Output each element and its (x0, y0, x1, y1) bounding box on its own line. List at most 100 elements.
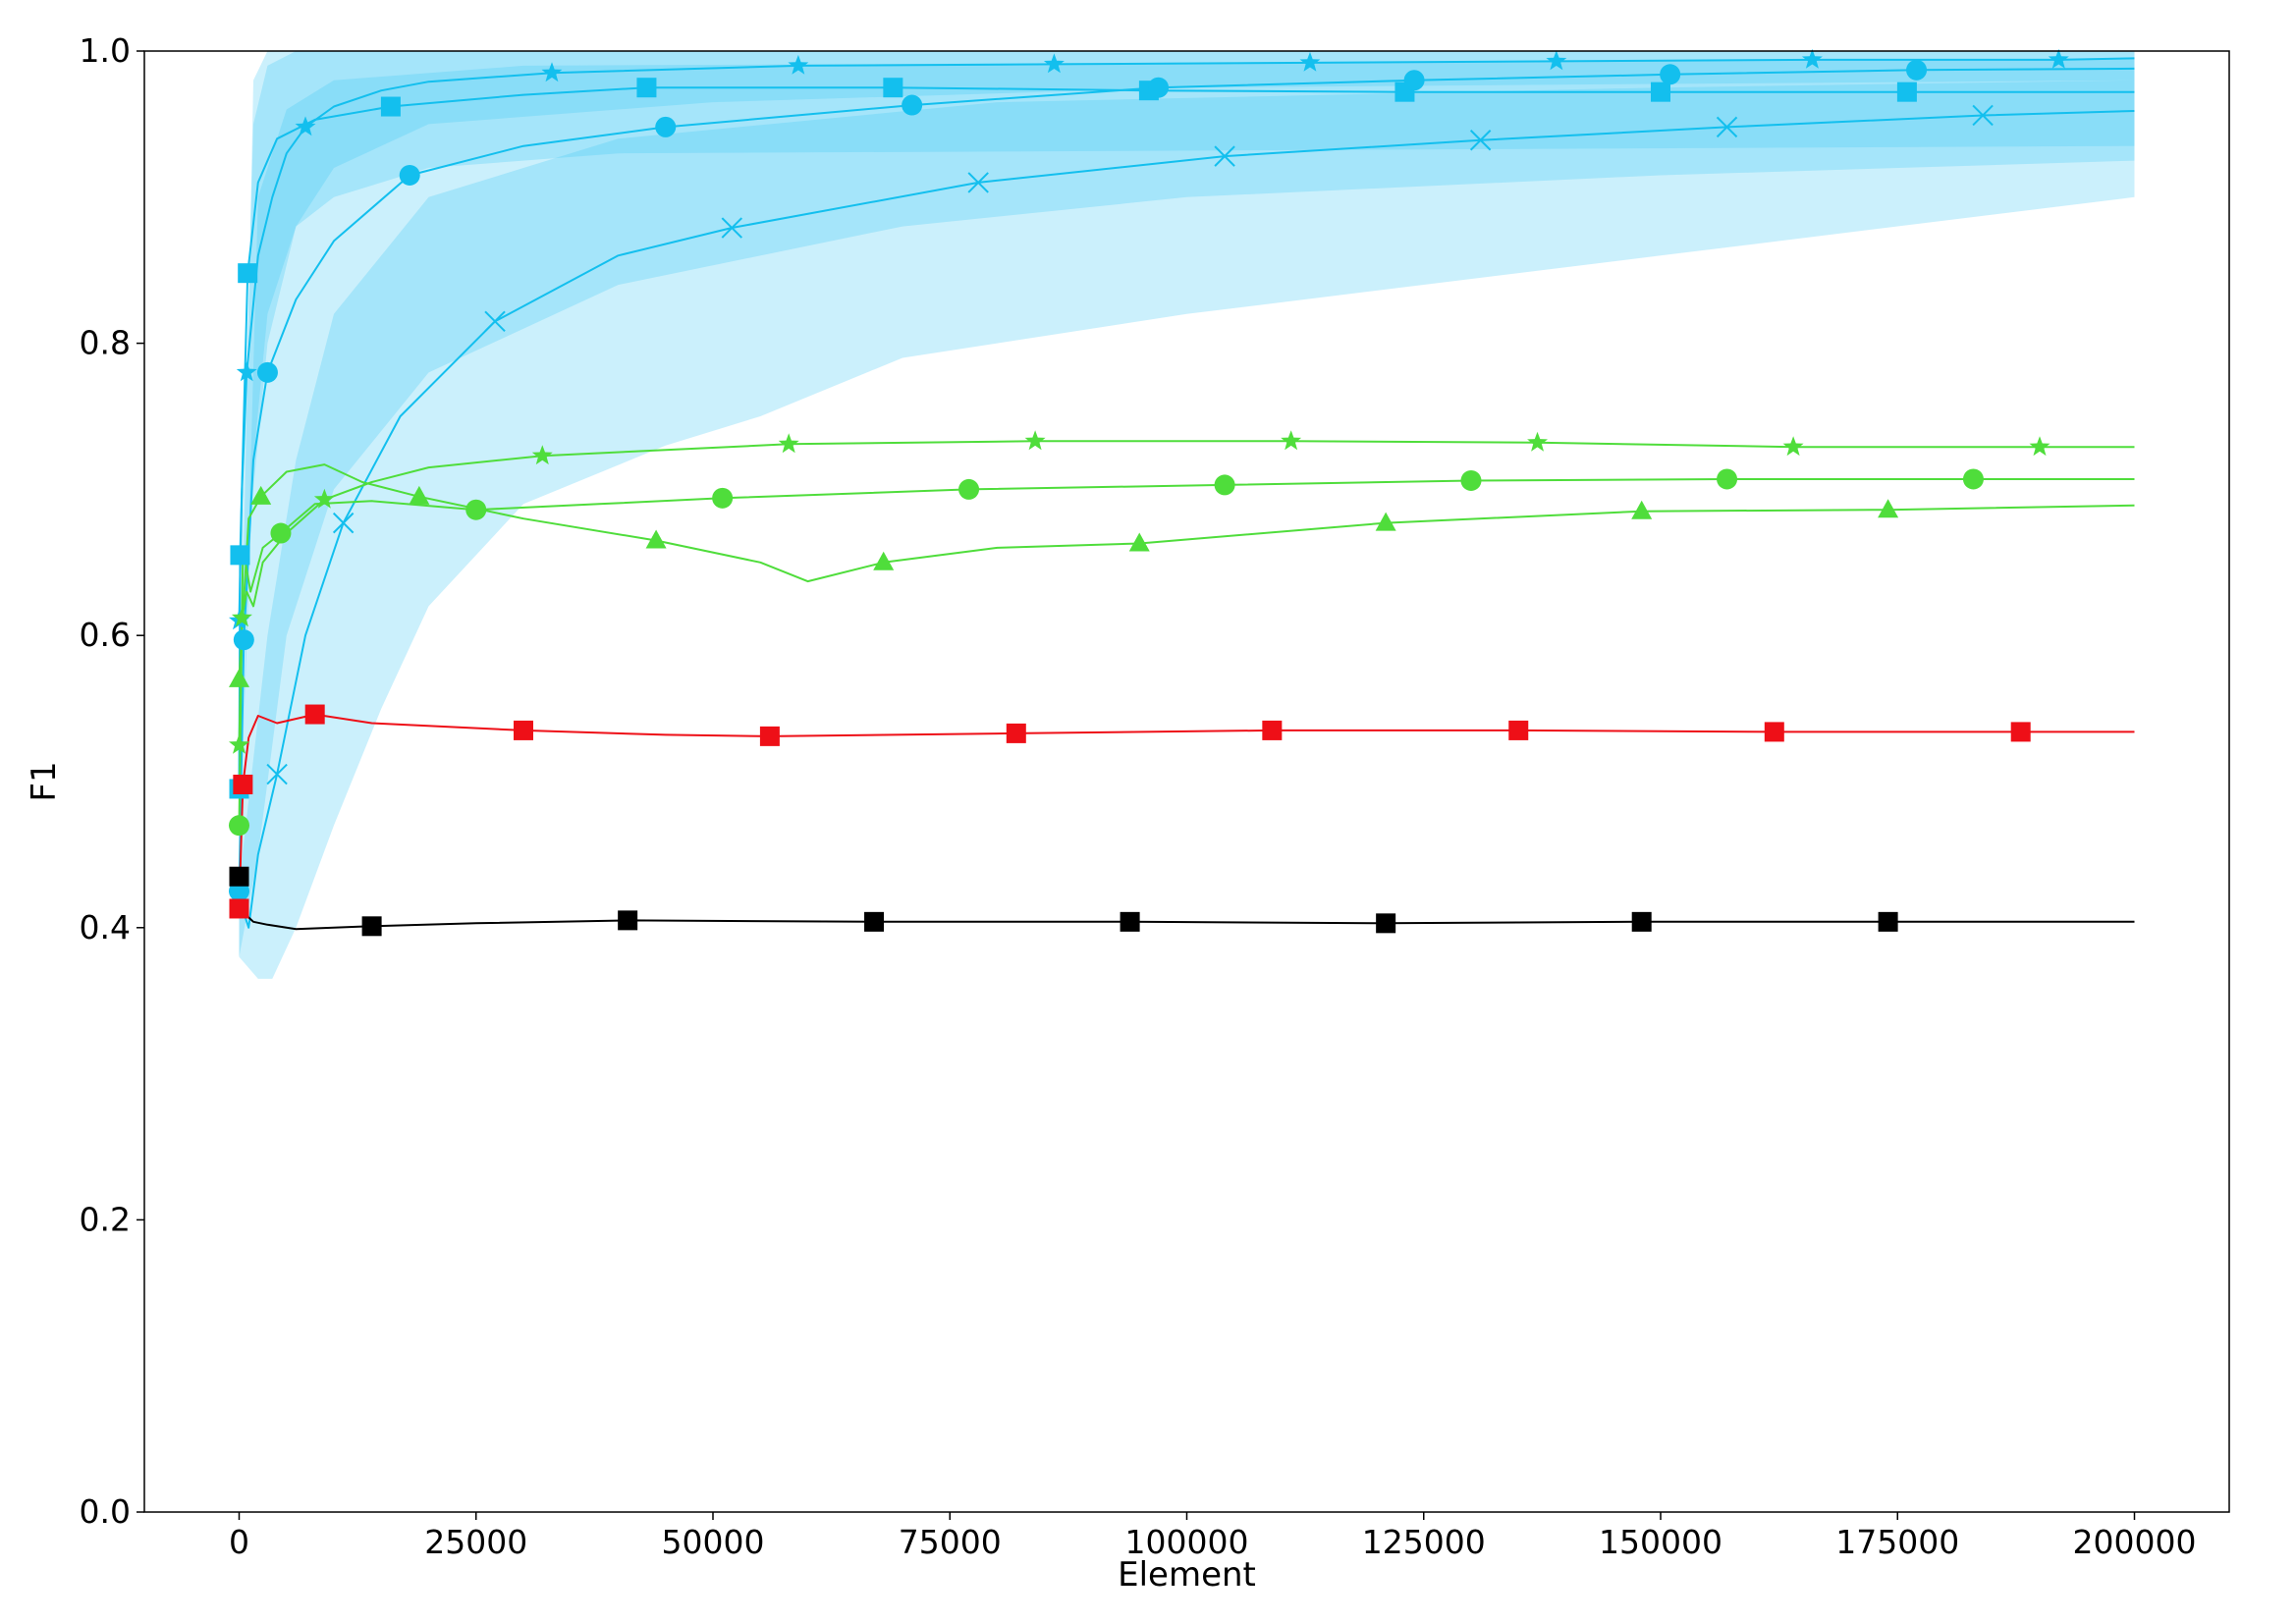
marker-square-s2-10 (1896, 81, 1917, 102)
marker-circle-s3-2 (233, 629, 254, 651)
marker-circle-s6-9 (1962, 468, 1984, 490)
series-line-4 (238, 110, 2135, 929)
marker-star-s1-8 (1546, 50, 1567, 71)
x-axis-ticks: 0 25000 50000 75000 100000 125000 150000 175000… (229, 1512, 2196, 1561)
x-tick-label: 200000 (2073, 1523, 2197, 1561)
marker-square-s8-6 (1006, 723, 1026, 743)
marker-x-s4-7 (1469, 130, 1492, 151)
marker-star-s1-9 (1801, 48, 1823, 69)
x-tick-label: 175000 (1835, 1523, 1959, 1561)
marker-circle-s3-9 (1660, 64, 1681, 85)
marker-circle-s3-5 (655, 116, 677, 137)
confidence-bands (239, 51, 2135, 979)
marker-square-s9-8 (1878, 911, 1898, 932)
y-tick-label: 0.2 (80, 1200, 131, 1238)
marker-star-s5-10 (2029, 436, 2050, 457)
marker-circle-s6-2 (270, 522, 292, 544)
marker-square-s2-3 (238, 263, 258, 284)
marker-x-s4-9 (1972, 104, 1994, 127)
x-axis-label: Element (1118, 1555, 1256, 1595)
marker-square-s8-8 (1508, 720, 1529, 740)
marker-circle-s3-10 (1906, 59, 1928, 81)
x-tick-label: 150000 (1599, 1523, 1722, 1561)
marker-triangle-s7-5 (873, 551, 895, 570)
confidence-band-2 (239, 51, 2135, 855)
series-lines (238, 57, 2135, 931)
marker-triangle-s7-8 (1631, 500, 1653, 519)
marker-x-s4-5 (967, 172, 989, 193)
x-tick-label: 75000 (899, 1523, 1002, 1561)
y-tick-label: 0.0 (80, 1492, 131, 1531)
confidence-band-3 (239, 58, 2135, 957)
marker-circle-s3-7 (1148, 77, 1170, 98)
marker-circle-s6-1 (229, 815, 249, 837)
marker-square-s9-1 (229, 866, 249, 887)
marker-star-s1-10 (2048, 48, 2069, 69)
series-markers (229, 48, 2069, 937)
marker-square-s9-4 (864, 911, 885, 932)
marker-star-s1-2 (236, 361, 257, 382)
confidence-band-4 (239, 80, 2135, 979)
x-tick-label: 50000 (662, 1523, 765, 1561)
marker-star-s5-1 (229, 733, 249, 754)
marker-star-s5-8 (1527, 431, 1548, 452)
marker-square-s8-2 (233, 774, 253, 794)
marker-circle-s6-6 (1214, 474, 1235, 496)
series-line-6 (238, 478, 2135, 826)
marker-triangle-s7-7 (1375, 512, 1396, 531)
series-line-8 (238, 713, 2135, 909)
x-tick-label: 25000 (424, 1523, 527, 1561)
x-tick-label: 0 (229, 1523, 249, 1561)
marker-triangle-s7-1 (229, 668, 249, 687)
series-line-7 (238, 463, 2135, 679)
marker-circle-s3-3 (256, 361, 278, 383)
y-tick-label: 0.6 (80, 616, 131, 654)
marker-square-s9-5 (1120, 911, 1140, 932)
marker-square-s8-5 (759, 726, 780, 746)
marker-star-s1-7 (1299, 51, 1321, 72)
x-tick-label: 125000 (1362, 1523, 1486, 1561)
confidence-band-1 (239, 51, 2135, 709)
marker-square-s2-5 (636, 78, 657, 98)
marker-square-s9-6 (1376, 913, 1396, 934)
marker-triangle-s7-9 (1878, 499, 1899, 518)
marker-square-s9-3 (618, 910, 638, 931)
marker-square-s9-2 (361, 916, 382, 937)
marker-square-s8-10 (2010, 722, 2031, 742)
marker-circle-s3-8 (1403, 70, 1425, 91)
marker-circle-s6-4 (712, 487, 734, 509)
marker-x-s4-2 (332, 512, 355, 534)
y-axis-ticks: 0.0 0.2 0.4 0.6 0.8 1.0 (80, 31, 144, 1531)
marker-star-s1-4 (541, 62, 563, 82)
marker-triangle-s7-4 (645, 529, 667, 549)
marker-square-s8-1 (229, 898, 249, 919)
marker-triangle-s7-3 (409, 485, 430, 505)
marker-square-s8-4 (514, 720, 533, 740)
marker-square-s2-6 (883, 78, 903, 98)
marker-circle-s3-4 (399, 164, 420, 186)
marker-circle-s6-7 (1460, 469, 1482, 491)
marker-x-s4-8 (1716, 116, 1738, 138)
marker-circle-s6-8 (1717, 468, 1738, 490)
marker-star-s5-4 (531, 445, 553, 465)
marker-square-s2-2 (230, 545, 250, 566)
marker-circle-s6-3 (465, 499, 487, 520)
marker-circle-s6-5 (958, 478, 980, 500)
marker-triangle-s7-6 (1128, 532, 1150, 552)
x-tick-label: 100000 (1125, 1523, 1249, 1561)
marker-square-s8-3 (304, 704, 325, 725)
marker-star-s1-5 (788, 54, 809, 75)
marker-star-s5-7 (1281, 430, 1302, 451)
marker-square-s2-9 (1651, 81, 1670, 102)
marker-star-s5-2 (231, 607, 252, 627)
marker-star-s5-5 (778, 433, 799, 454)
marker-square-s8-7 (1262, 720, 1283, 740)
y-axis-label: F1 (25, 761, 64, 801)
marker-star-s5-3 (313, 488, 335, 509)
series-line-3 (238, 67, 2135, 892)
marker-x-s4-6 (1214, 145, 1235, 167)
series-line-5 (238, 440, 2135, 745)
marker-square-s2-4 (380, 96, 401, 117)
marker-x-s4-1 (266, 763, 288, 785)
